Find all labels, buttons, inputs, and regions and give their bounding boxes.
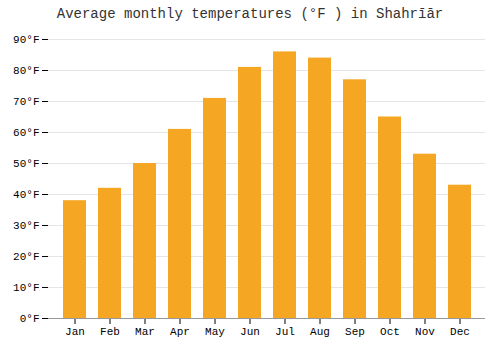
svg-text:Dec: Dec: [450, 326, 470, 338]
svg-text:60°F: 60°F: [13, 127, 39, 139]
svg-text:10°F: 10°F: [13, 282, 39, 294]
svg-text:20°F: 20°F: [13, 251, 39, 263]
svg-text:40°F: 40°F: [13, 189, 39, 201]
html-text:Average monthly temperatures (: Average monthly temperatures (°F ) in Sh…: [56, 6, 444, 22]
svg-text:May: May: [205, 326, 225, 338]
svg-text:50°F: 50°F: [13, 158, 39, 170]
svg-text:70°F: 70°F: [13, 96, 39, 108]
svg-text:Oct: Oct: [380, 326, 400, 338]
svg-text:Aug: Aug: [310, 326, 330, 338]
svg-text:30°F: 30°F: [13, 220, 39, 232]
svg-text:80°F: 80°F: [13, 65, 39, 77]
svg-text:90°F: 90°F: [13, 34, 39, 46]
svg-text:Mar: Mar: [135, 326, 155, 338]
svg-text:0°F: 0°F: [20, 313, 40, 325]
svg-text:Jul: Jul: [275, 326, 295, 338]
svg-text:Sep: Sep: [345, 326, 365, 338]
svg-text:Jan: Jan: [65, 326, 85, 338]
svg-text:Apr: Apr: [170, 326, 190, 338]
svg-text:Jun: Jun: [240, 326, 260, 338]
svg-text:Nov: Nov: [415, 326, 435, 338]
svg-text:Feb: Feb: [100, 326, 120, 338]
